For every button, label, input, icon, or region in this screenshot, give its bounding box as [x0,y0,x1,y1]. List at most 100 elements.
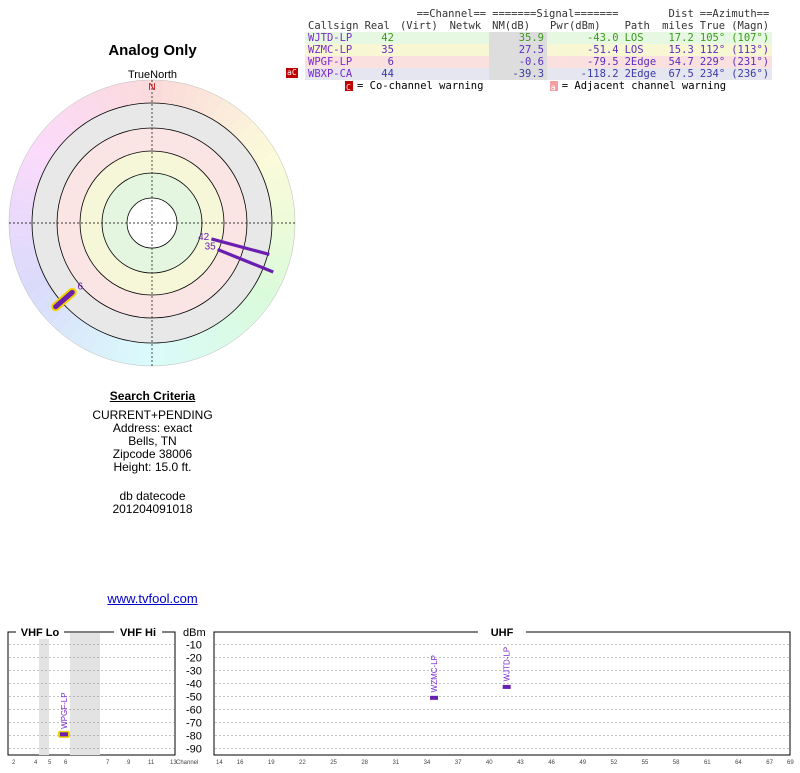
band-header-bg [478,626,526,639]
cell-path: 2Edge [624,56,657,68]
cell-nm: 27.5 [489,44,548,56]
col-header: (Virt) [399,20,438,32]
x-tick-label: 9 [127,760,131,766]
warning-flag: aC [286,68,298,78]
x-tick-label: 28 [361,760,368,766]
cell-virt [397,56,447,68]
col-header: Pwr(dBm) [550,20,601,32]
col-header: Path [624,20,650,32]
col-header: True [699,20,726,32]
cell-dist: 15.3 [668,44,694,56]
cell-path: LOS [624,32,644,44]
cell-callsign: WPGF-LP [308,56,353,68]
cell-real: 44 [381,68,394,80]
x-tick-label: 34 [424,760,431,766]
x-tick-label: 55 [642,760,649,766]
spectrum-callsign-label: WPGF-LP [60,692,69,728]
station-row: WZMC-LP 35 27.5 -51.4 LOS 15.3 112° (113°) [305,44,773,56]
y-tick-label: -40 [186,679,202,691]
adjacent-legend: a = Adjacent channel warning [549,80,726,92]
x-axis-label: Channel [176,760,198,766]
x-tick-label: 67 [766,760,773,766]
cell-netwk [447,68,490,80]
cell-netwk [447,44,490,56]
x-tick-label: 4 [34,760,38,766]
spectrum-mark [430,695,439,700]
x-tick-label: 19 [268,760,275,766]
north-marker: N [148,82,155,93]
cell-dist: 17.2 [668,32,694,44]
y-tick-label: -50 [186,692,202,704]
criteria-line: Height: 15.0 ft. [113,460,192,474]
cell-nm: -39.3 [489,68,548,80]
x-tick-label: 49 [579,760,586,766]
polar-chart: N 42 35 6 [0,78,305,383]
y-tick-label: -90 [186,744,202,756]
band-header-bg [16,626,64,639]
polar-mark-6 [53,289,75,310]
spectrum-chart: -10 -20 -30 -40 -50 -60 -70 -80 -90 dBm VHF Lo VHF … [0,620,800,773]
search-criteria: Search Criteria CURRENT+PENDING Address:… [0,390,305,516]
x-tick-label: 58 [673,760,680,766]
cell-pwr: -118.2 [580,68,619,80]
y-tick-label: -80 [186,731,202,743]
spectrum-mark [60,732,68,737]
cell-virt [397,68,447,80]
col-header: Callsign [308,20,359,32]
cell-true: 234° [699,68,726,80]
y-tick-label: -10 [186,640,202,652]
y-axis-label: dBm [183,627,206,639]
cell-magn: (231°) [731,56,770,68]
signal-group-header: =======Signal======= [492,8,619,20]
cell-magn: (113°) [731,44,770,56]
cochannel-text: = Co-channel warning [357,80,484,92]
cell-netwk [447,32,490,44]
col-header: (Magn) [731,20,770,32]
cell-callsign: aC WBXP-CA [286,68,353,80]
vhf-gap-col [39,633,49,755]
x-tick-label: 22 [299,760,306,766]
x-tick-label: 11 [148,760,155,766]
cell-callsign: WZMC-LP [308,44,353,56]
x-tick-label: 7 [106,760,110,766]
y-tick-label: -60 [186,705,202,717]
cell-path: 2Edge [624,68,657,80]
station-table: ==Channel== =======Signal======= Dist ==… [286,8,773,80]
station-row: aC WBXP-CA 44 -39.3 -118.2 2Edge 67.5 234° (236°… [286,68,773,80]
cell-magn: (236°) [731,68,770,80]
x-tick-label: 25 [330,760,337,766]
site-link[interactable]: www.tvfool.com [107,591,198,606]
spectrum-callsign-label: WJTD-LP [503,647,512,682]
polar-label-6: 6 [77,281,83,292]
x-tick-label: 31 [392,760,399,766]
criteria-line: CURRENT+PENDING [92,408,213,422]
page-title: Analog Only [108,42,197,59]
azimuth-group-header: ==Azimuth== [699,8,770,20]
x-tick-label: 16 [237,760,244,766]
x-tick-label: 69 [787,760,794,766]
spectrum-callsign-label: WZMC-LP [430,655,439,692]
x-tick-label: 64 [735,760,742,766]
cell-dist: 67.5 [668,68,694,80]
col-header: miles [662,20,694,32]
vhf-gap-col [70,633,100,755]
cell-path: LOS [624,44,644,56]
x-tick-label: 6 [64,760,68,766]
station-row: WPGF-LP 6 -0.6 -79.5 2Edge 54.7 229° (231°) [305,56,773,68]
band-header-bg [114,626,162,639]
polar-mark-42 [210,237,270,256]
spectrum-panel-uhf [213,631,791,756]
cell-nm: -0.6 [489,56,548,68]
col-header: Netwk [449,20,482,32]
spectrum-chart-svg: -10-20-30-40-50-60-70-80-90 dBm VHF Lo VHF … [7,626,794,766]
y-tick-label: -20 [186,653,202,665]
col-header: NM(dB) [492,20,531,32]
criteria-line: Zipcode 38006 [112,447,193,461]
warning-legend: C = Co-channel warning a = Adjacent channe… [345,80,786,92]
polar-mark-35 [216,248,274,274]
cell-real: 6 [387,56,394,68]
x-tick-label: 52 [611,760,618,766]
x-tick-label: 43 [517,760,524,766]
x-tick-label: 37 [455,760,462,766]
x-tick-label: 14 [216,760,223,766]
